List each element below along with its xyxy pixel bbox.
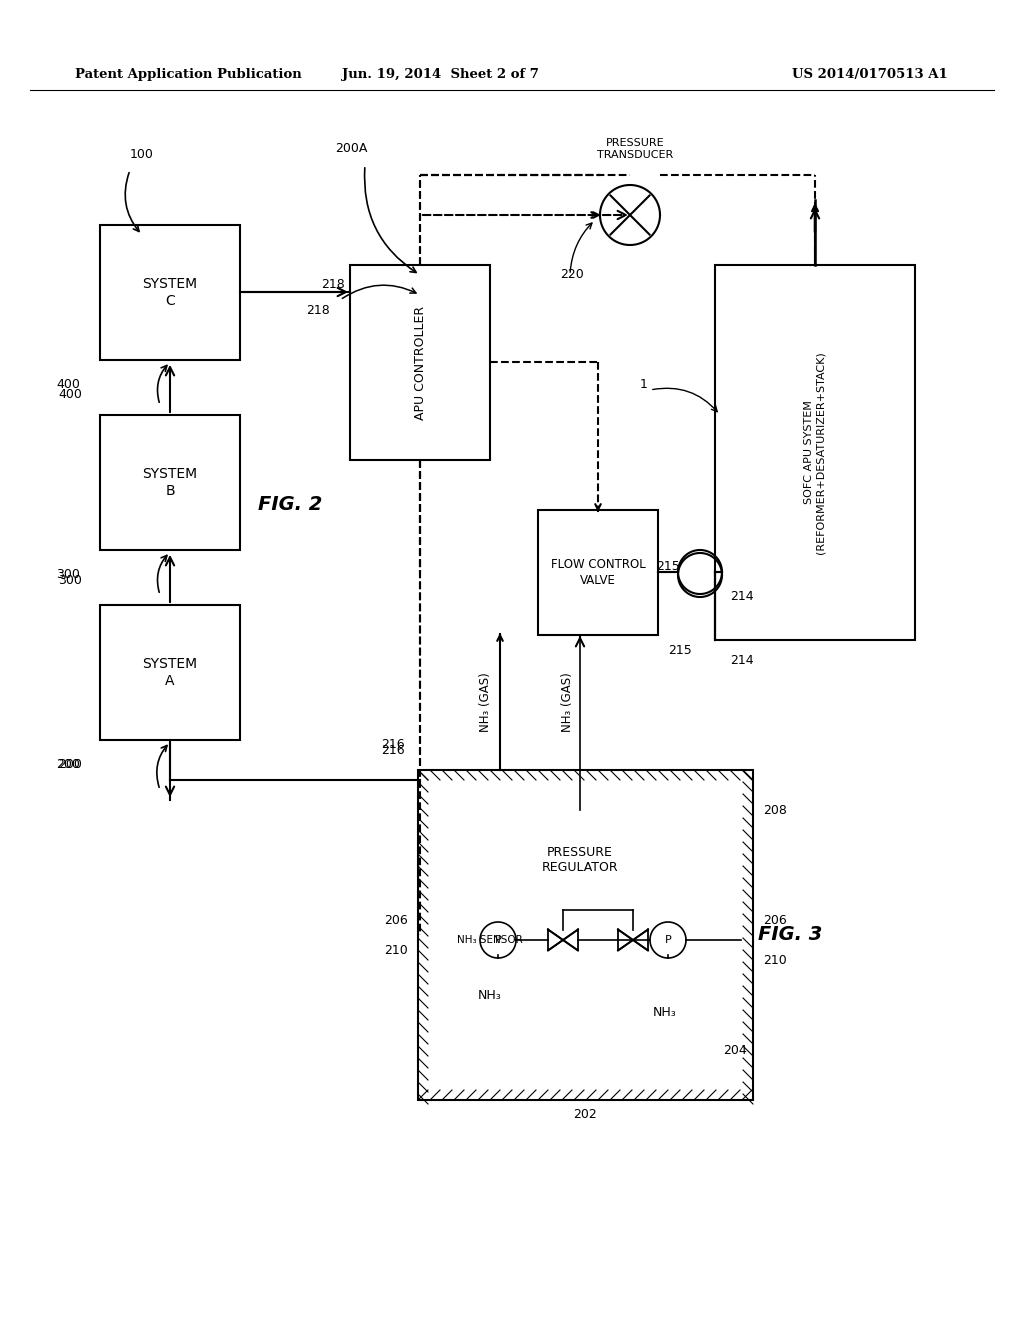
Text: SYSTEM
C: SYSTEM C [142, 277, 198, 308]
Text: 220: 220 [560, 268, 584, 281]
Text: SYSTEM
A: SYSTEM A [142, 657, 198, 688]
Bar [538, 510, 658, 635]
Text: Patent Application Publication: Patent Application Publication [75, 69, 302, 81]
Text: PRESSURE
REGULATOR: PRESSURE REGULATOR [542, 846, 618, 874]
Bar [430, 781, 741, 1088]
Text: 400: 400 [56, 379, 80, 392]
Bar [100, 605, 240, 741]
Text: 200: 200 [56, 759, 80, 771]
Text: SYSTEM
B: SYSTEM B [142, 467, 198, 498]
Bar [618, 954, 713, 1071]
Text: APU CONTROLLER: APU CONTROLLER [414, 305, 427, 420]
Text: NH₃ (GAS): NH₃ (GAS) [561, 672, 574, 731]
Bar [715, 265, 915, 640]
Text: 204: 204 [723, 1044, 746, 1056]
Bar [493, 810, 668, 909]
Text: P: P [495, 935, 502, 945]
Text: 400: 400 [58, 388, 82, 401]
Text: 215: 215 [669, 644, 692, 656]
Text: 200A: 200A [335, 141, 368, 154]
Text: 210: 210 [384, 944, 408, 957]
Text: 214: 214 [730, 590, 754, 603]
Text: FIG. 2: FIG. 2 [258, 495, 323, 515]
Text: PRESSURE
TRANSDUCER: PRESSURE TRANSDUCER [597, 139, 673, 160]
Text: 218: 218 [306, 304, 330, 317]
Text: NH₃: NH₃ [478, 989, 502, 1002]
Bar [100, 224, 240, 360]
Text: 218: 218 [322, 279, 345, 292]
Text: US 2014/0170513 A1: US 2014/0170513 A1 [793, 69, 948, 81]
Text: NH₃ SENSOR: NH₃ SENSOR [457, 935, 523, 945]
Bar [350, 265, 490, 459]
Bar [418, 770, 753, 1100]
Text: 215: 215 [656, 561, 680, 573]
Text: NH₃ (GAS): NH₃ (GAS) [478, 672, 492, 731]
Text: 300: 300 [56, 569, 80, 582]
Text: P: P [665, 935, 672, 945]
Text: FLOW CONTROL
VALVE: FLOW CONTROL VALVE [551, 558, 645, 586]
Text: 300: 300 [58, 573, 82, 586]
Text: NH₃: NH₃ [653, 1006, 677, 1019]
Text: 208: 208 [763, 804, 786, 817]
Text: Jun. 19, 2014  Sheet 2 of 7: Jun. 19, 2014 Sheet 2 of 7 [342, 69, 539, 81]
Text: 100: 100 [130, 149, 154, 161]
Text: 200: 200 [58, 759, 82, 771]
Bar [100, 414, 240, 550]
Text: 1: 1 [640, 379, 648, 392]
Bar [443, 954, 538, 1071]
Text: 216: 216 [381, 738, 406, 751]
Text: FIG. 3: FIG. 3 [758, 925, 822, 945]
Text: SOFC APU SYSTEM
(REFORMER+DESATURIZER+STACK): SOFC APU SYSTEM (REFORMER+DESATURIZER+ST… [804, 351, 825, 554]
Text: 214: 214 [730, 653, 754, 667]
Text: 206: 206 [384, 913, 408, 927]
Text: 210: 210 [763, 953, 786, 966]
Text: 206: 206 [763, 913, 786, 927]
Text: 216: 216 [381, 743, 406, 756]
Text: 202: 202 [573, 1109, 597, 1122]
